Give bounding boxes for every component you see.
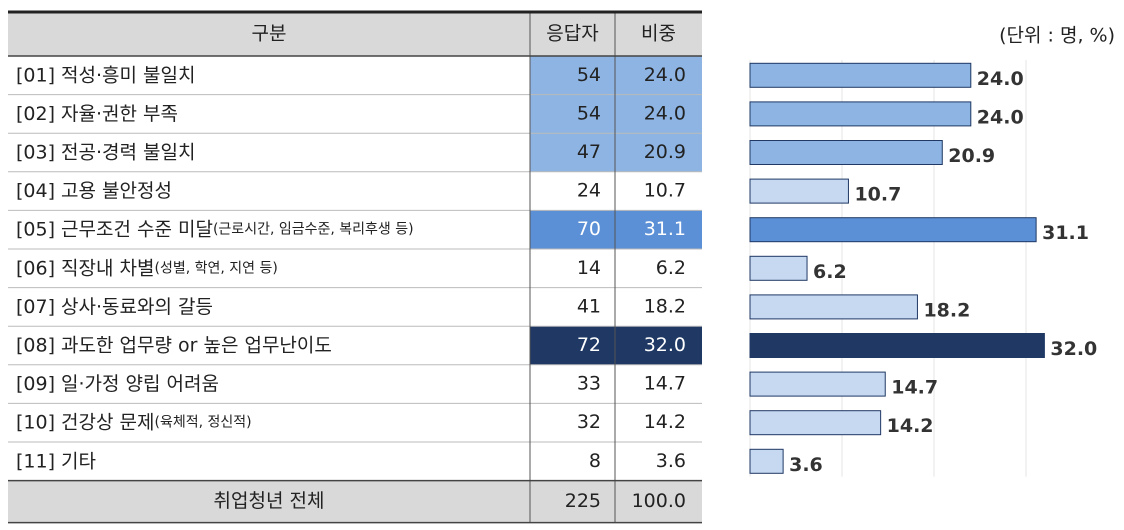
row-share: 14.7 — [644, 373, 686, 395]
row-label-main: [11] 기타 — [16, 450, 96, 472]
value-label: 24.0 — [977, 68, 1024, 90]
cell-highlight — [530, 94, 702, 134]
value-label: 24.0 — [977, 106, 1024, 128]
bar — [749, 101, 972, 127]
row-label-note: (성별, 학연, 지연 등) — [154, 260, 277, 276]
total-bg — [8, 480, 702, 523]
row-share: 18.2 — [644, 295, 686, 317]
value-label: 14.7 — [891, 377, 938, 399]
total-share: 100.0 — [632, 490, 686, 512]
row-label-main: [06] 직장내 차별 — [16, 257, 154, 279]
row-share: 10.7 — [644, 180, 686, 202]
row-count: 72 — [577, 334, 601, 356]
row-count: 33 — [577, 373, 601, 395]
row-label-main: [03] 전공·경력 불일치 — [16, 141, 195, 163]
value-label: 20.9 — [948, 145, 995, 167]
cell-highlight — [530, 56, 702, 95]
row-share: 6.2 — [656, 257, 686, 279]
total-count: 225 — [565, 490, 601, 512]
value-label: 10.7 — [854, 184, 901, 206]
row-label: [11] 기타 — [16, 450, 96, 472]
cell-highlight — [530, 210, 702, 249]
row-share: 20.9 — [644, 141, 686, 163]
bar — [749, 294, 918, 320]
row-label-main: [08] 과도한 업무량 or 높은 업무난이도 — [16, 334, 332, 356]
bar — [749, 371, 886, 397]
bar — [749, 140, 943, 165]
row-label-main: [05] 근무조건 수준 미달 — [16, 218, 213, 240]
row-label-main: [04] 고용 불안정성 — [16, 180, 172, 202]
row-label: [02] 자율·권한 부족 — [16, 102, 178, 124]
row-share: 24.0 — [644, 102, 686, 124]
unit-note: (단위 : 명, %) — [999, 25, 1115, 47]
row-label: [09] 일·가정 양립 어려움 — [16, 373, 219, 395]
row-count: 32 — [577, 411, 601, 433]
value-label: 3.6 — [789, 454, 823, 476]
cell-highlight — [530, 133, 702, 172]
header-cell: 응답자 — [546, 23, 598, 45]
row-count: 41 — [577, 295, 601, 317]
header-cell: 비중 — [641, 23, 676, 45]
row-share: 32.0 — [644, 334, 686, 356]
header-bg — [8, 12, 702, 56]
value-label: 32.0 — [1050, 338, 1097, 360]
total-label: 취업청년 전체 — [214, 490, 325, 512]
row-count: 54 — [577, 64, 601, 86]
row-label-main: [07] 상사·동료와의 갈등 — [16, 295, 213, 317]
bar — [749, 217, 1037, 243]
header-cell: 구분 — [252, 23, 287, 45]
row-label: [01] 적성·흥미 불일치 — [16, 64, 195, 86]
row-label: [04] 고용 불안정성 — [16, 180, 172, 202]
row-count: 47 — [577, 141, 601, 163]
row-label: [05] 근무조건 수준 미달(근로시간, 임금수준, 복리후생 등) — [16, 218, 414, 240]
bar — [749, 410, 882, 436]
bar — [749, 333, 1045, 358]
value-label: 18.2 — [923, 299, 970, 321]
value-label: 6.2 — [813, 261, 847, 283]
row-label-main: [09] 일·가정 양립 어려움 — [16, 373, 219, 395]
row-label-main: [10] 건강상 문제 — [16, 411, 154, 433]
value-label: 14.2 — [887, 415, 934, 437]
row-label: [06] 직장내 차별(성별, 학연, 지연 등) — [16, 257, 278, 279]
row-label: [07] 상사·동료와의 갈등 — [16, 295, 213, 317]
row-label-main: [02] 자율·권한 부족 — [16, 102, 178, 124]
cell-highlight — [530, 326, 702, 365]
row-label: [03] 전공·경력 불일치 — [16, 141, 195, 163]
row-count: 14 — [577, 257, 601, 279]
row-count: 8 — [589, 450, 601, 472]
row-label-main: [01] 적성·흥미 불일치 — [16, 64, 195, 86]
bar — [749, 62, 972, 88]
row-label: [10] 건강상 문제(육체적, 정신적) — [16, 411, 252, 433]
row-label: [08] 과도한 업무량 or 높은 업무난이도 — [16, 334, 332, 356]
row-share: 24.0 — [644, 64, 686, 86]
bar — [749, 178, 849, 204]
value-label: 31.1 — [1042, 222, 1089, 244]
bar — [749, 255, 808, 281]
row-share: 14.2 — [644, 411, 686, 433]
row-count: 70 — [577, 218, 601, 240]
row-share: 3.6 — [656, 450, 686, 472]
row-count: 24 — [577, 180, 601, 202]
row-label-note: (육체적, 정신적) — [154, 415, 251, 431]
row-label-note: (근로시간, 임금수준, 복리후생 등) — [213, 222, 414, 238]
bar — [749, 448, 784, 474]
row-share: 31.1 — [644, 218, 686, 240]
row-count: 54 — [577, 102, 601, 124]
